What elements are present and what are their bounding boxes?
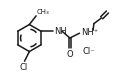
Text: Cl⁻: Cl⁻: [83, 47, 95, 56]
Text: NH⁺: NH⁺: [81, 28, 99, 37]
Text: O: O: [67, 50, 73, 59]
Text: Cl: Cl: [19, 63, 28, 72]
Text: CH₃: CH₃: [37, 9, 50, 15]
Text: NH: NH: [54, 27, 67, 36]
